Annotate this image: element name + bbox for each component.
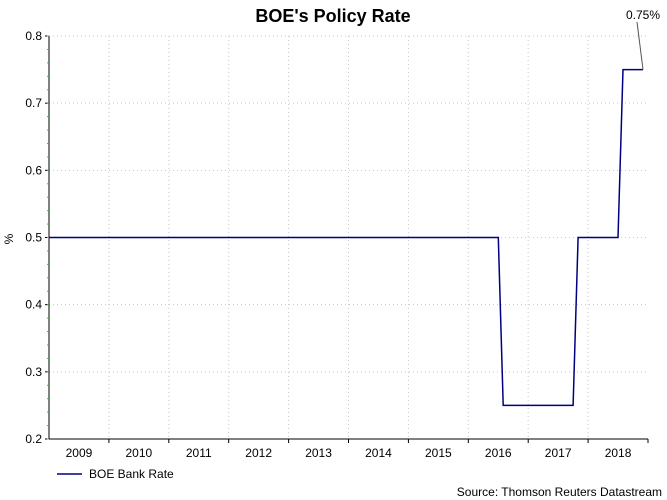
annotation-label: 0.75%	[626, 8, 660, 22]
x-tick-label: 2009	[66, 446, 93, 460]
annotation-leader	[636, 21, 644, 70]
y-tick-label: 0.3	[25, 365, 42, 379]
x-tick-label: 2016	[485, 446, 512, 460]
y-tick-label: 0.8	[25, 29, 42, 43]
annotations: 0.75%	[626, 8, 660, 70]
y-ticks: 0.2 0.3 0.4 0.5 0.6 0.7 0.8	[25, 29, 49, 446]
series-group	[49, 68, 643, 407]
y-tick-label: 0.4	[25, 298, 42, 312]
legend: BOE Bank Rate	[57, 467, 174, 481]
y-tick-label: 0.5	[25, 231, 42, 245]
x-tick-label: 2017	[545, 446, 572, 460]
y-axis-label: %	[2, 233, 16, 244]
x-tick-label: 2014	[365, 446, 392, 460]
y-tick-label: 0.2	[25, 432, 42, 446]
x-tick-label: 2013	[305, 446, 332, 460]
chart-title: BOE's Policy Rate	[255, 6, 410, 26]
y-tick-label: 0.7	[25, 96, 42, 110]
x-tick-label: 2012	[245, 446, 272, 460]
x-tick-label: 2015	[425, 446, 452, 460]
source-note: Source: Thomson Reuters Datastream	[457, 485, 662, 499]
series-line	[49, 68, 643, 407]
x-ticks: 2009 2010 2011 2012 2013 2014 2015 2016 2017 2018	[66, 439, 649, 460]
x-tick-label: 2011	[186, 446, 212, 460]
x-tick-label: 2010	[125, 446, 152, 460]
x-tick-label: 2018	[605, 446, 632, 460]
legend-label: BOE Bank Rate	[89, 467, 174, 481]
y-tick-label: 0.6	[25, 163, 42, 177]
